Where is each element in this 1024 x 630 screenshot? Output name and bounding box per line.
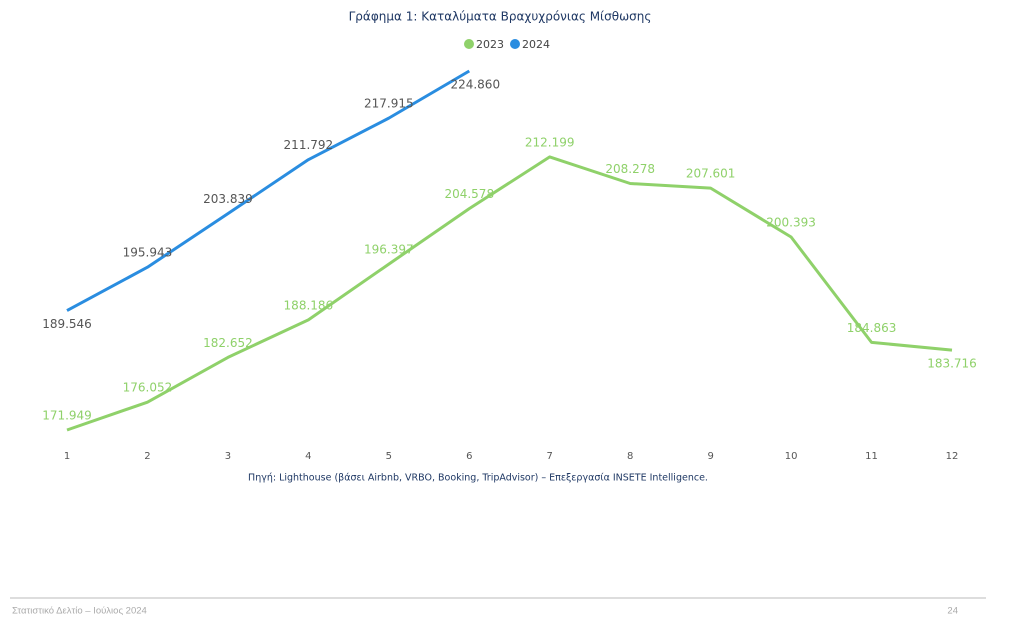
x-tick-label: 4 [305, 451, 311, 462]
chart-title: Γράφημα 1: Καταλύματα Βραχυχρόνιας Μίσθω… [349, 10, 652, 24]
data-label: 195.943 [123, 246, 173, 260]
data-label: 171.949 [42, 409, 92, 423]
data-label: 182.652 [203, 336, 253, 350]
data-label: 189.546 [42, 317, 92, 331]
data-label: 196.397 [364, 243, 414, 257]
x-tick-label: 7 [547, 451, 553, 462]
x-tick-label: 3 [225, 451, 231, 462]
data-label: 207.601 [686, 167, 736, 181]
legend-label: 2024 [522, 38, 550, 51]
x-tick-label: 9 [707, 451, 713, 462]
x-tick-label: 12 [946, 451, 959, 462]
x-tick-label: 1 [64, 451, 70, 462]
source-note: Πηγή: Lighthouse (βάσει Airbnb, VRBO, Bo… [248, 473, 708, 484]
data-label: 211.792 [284, 138, 334, 152]
series-line [66, 155, 953, 432]
x-tick-label: 6 [466, 451, 472, 462]
x-tick-label: 8 [627, 451, 633, 462]
data-label: 200.393 [766, 216, 816, 230]
data-label: 184.863 [847, 321, 897, 335]
data-label: 188.186 [284, 298, 334, 312]
page-number: 24 [947, 606, 958, 617]
data-label: 217.915 [364, 97, 414, 111]
legend-label: 2023 [476, 38, 504, 51]
data-label: 203.839 [203, 192, 253, 206]
legend-swatch [464, 39, 474, 49]
series-line [66, 69, 471, 312]
data-label: 224.860 [450, 78, 500, 92]
data-label: 208.278 [605, 162, 655, 176]
x-tick-label: 10 [785, 451, 798, 462]
x-tick-label: 11 [865, 451, 878, 462]
data-label: 176.052 [123, 381, 173, 395]
legend-swatch [510, 39, 520, 49]
data-label: 204.578 [444, 187, 494, 201]
data-label: 212.199 [525, 135, 575, 149]
data-label: 183.716 [927, 357, 977, 371]
x-tick-label: 5 [386, 451, 392, 462]
x-tick-label: 2 [144, 451, 150, 462]
footer-text: Στατιστικό Δελτίο – Ιούλιος 2024 [12, 606, 147, 617]
